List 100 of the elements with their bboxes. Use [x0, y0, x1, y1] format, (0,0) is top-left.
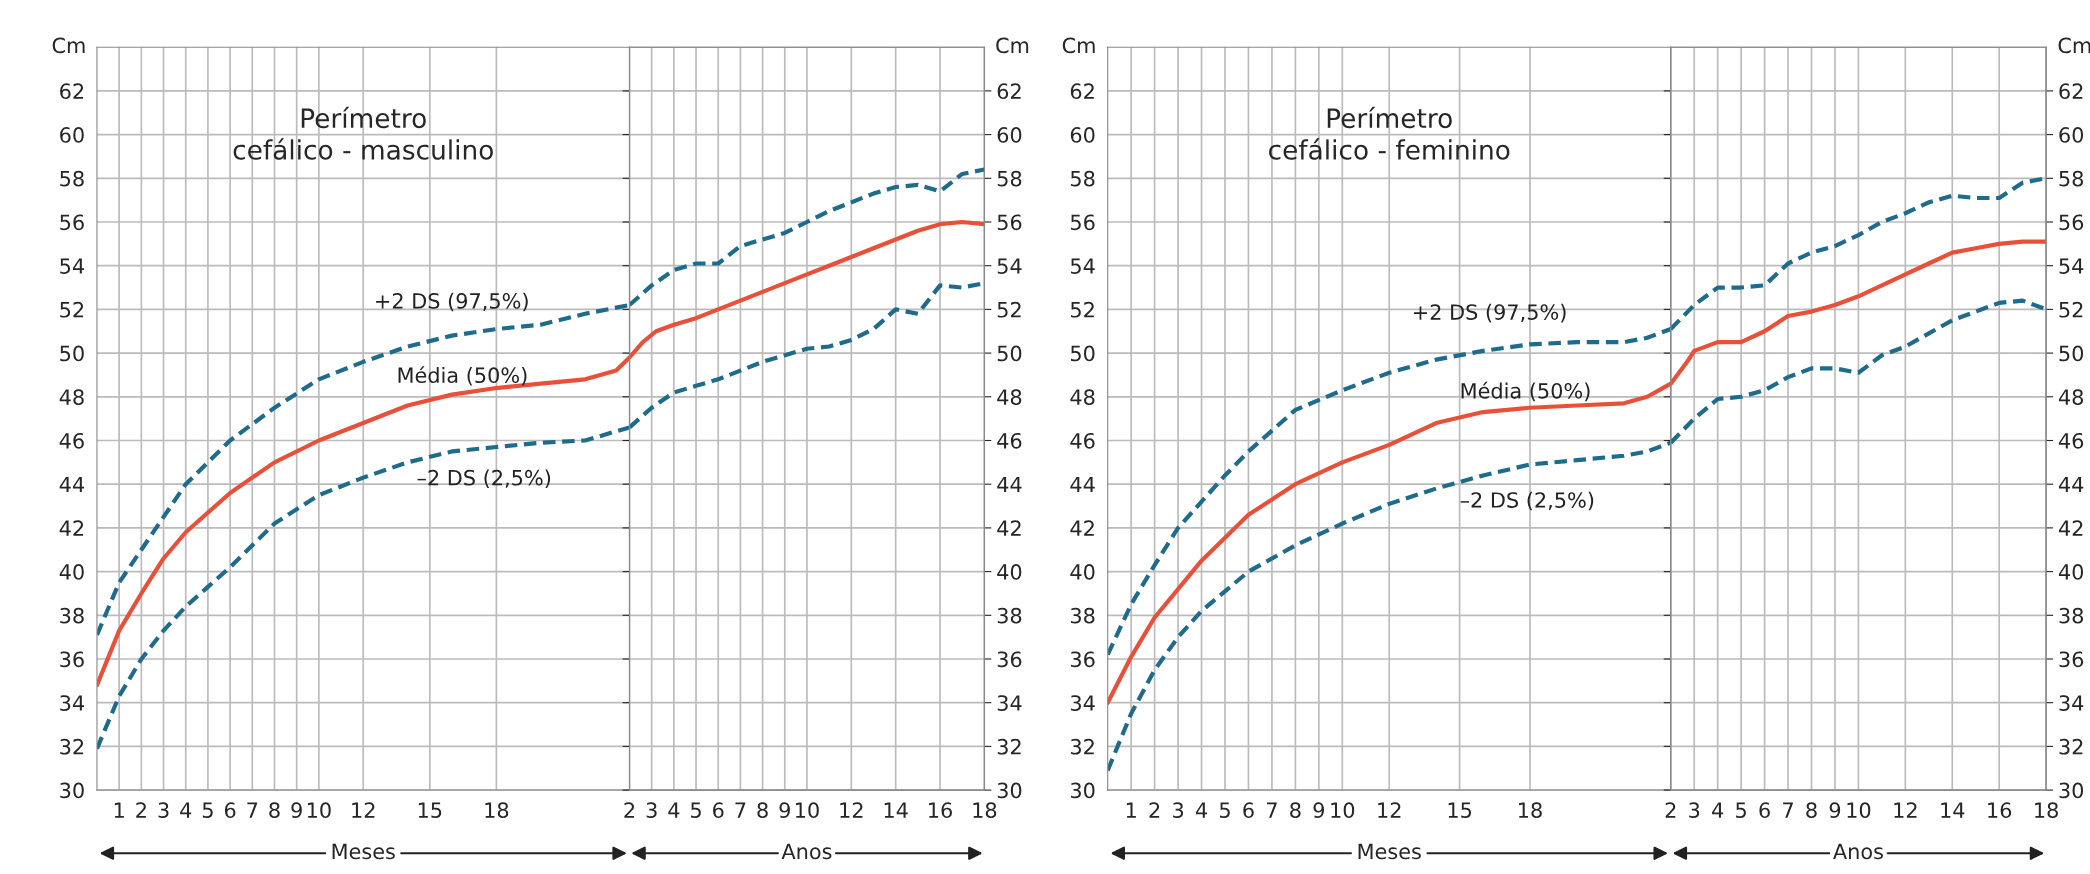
y-tick-label: 60: [1070, 127, 1095, 143]
x-tick-label: 10: [307, 802, 331, 819]
y-tick-label: 60: [60, 127, 84, 143]
y2-axis-title: Cm: [996, 37, 1029, 54]
x-tick-label: 6: [1243, 802, 1254, 819]
y-tick-label: 40: [1070, 564, 1095, 580]
x-tick-label: 12: [840, 802, 863, 818]
x-tick-label: 12: [1378, 802, 1401, 818]
y-axis-title: Cm: [1062, 37, 1095, 54]
y2-tick-label: 30: [997, 782, 1022, 799]
series-label: –2 DS (2,5%): [1460, 491, 1594, 511]
x-tick-label: 10: [1847, 802, 1871, 819]
y-tick-label: 52: [60, 301, 84, 318]
x-tick-label: 5: [202, 802, 213, 819]
y2-tick-label: 32: [2059, 738, 2083, 755]
x-tick-label: 2: [1149, 802, 1160, 818]
x-tick-label: 6: [1759, 802, 1770, 819]
y-tick-label: 50: [60, 345, 84, 362]
x-tick-label: 16: [1988, 802, 2012, 819]
y-tick-label: 62: [60, 83, 84, 100]
y-tick-label: 34: [1070, 695, 1095, 711]
x-tick-label: 5: [1219, 802, 1230, 819]
y2-tick-label: 44: [997, 476, 1022, 493]
y-tick-label: 56: [60, 214, 84, 231]
x-tick-label: 12: [352, 802, 375, 818]
series-label: +2 DS (97,5%): [376, 292, 528, 312]
y2-tick-label: 42: [2058, 520, 2083, 536]
x-tick-label: 16: [929, 802, 952, 819]
x-tick-label: 9: [1313, 802, 1325, 819]
y-tick-label: 48: [1070, 389, 1095, 406]
y2-tick-label: 48: [2058, 389, 2083, 406]
x-tick-label: 4: [668, 802, 680, 818]
y-tick-label: 54: [1070, 258, 1095, 274]
y2-tick-label: 54: [2059, 258, 2084, 274]
y2-tick-label: 50: [997, 345, 1022, 362]
y2-tick-label: 36: [2059, 651, 2084, 668]
x-tick-label: 3: [1689, 802, 1700, 819]
y-tick-label: 40: [59, 564, 84, 580]
x-tick-label: 5: [1736, 802, 1746, 819]
y2-tick-label: 42: [997, 520, 1021, 536]
y-tick-label: 36: [60, 651, 84, 668]
y2-tick-label: 44: [2058, 476, 2084, 493]
x-tick-label: 9: [779, 802, 790, 819]
x-tick-label: 18: [973, 802, 997, 819]
y2-tick-label: 54: [997, 258, 1022, 274]
x-tick-label: 14: [1941, 802, 1965, 818]
y-tick-label: 56: [1070, 214, 1095, 231]
y-tick-label: 52: [1070, 301, 1094, 318]
y2-tick-label: 36: [997, 651, 1022, 668]
y-tick-label: 50: [1070, 345, 1095, 362]
y2-tick-label: 58: [2059, 170, 2083, 187]
y-tick-label: 38: [60, 607, 84, 624]
text: Anos: [1833, 843, 1883, 860]
y2-tick-label: 52: [2059, 301, 2083, 318]
y-tick-label: 30: [1070, 782, 1095, 799]
y2-tick-label: 56: [2059, 214, 2084, 231]
x-tick-label: 2: [624, 802, 635, 818]
y-tick-label: 38: [1070, 607, 1095, 624]
y2-tick-label: 62: [997, 83, 1021, 100]
x-tick-label: 2: [136, 802, 146, 818]
y-tick-label: 32: [1070, 738, 1094, 755]
x-tick-label: 7: [1783, 802, 1793, 818]
x-tick-label: 4: [180, 802, 192, 818]
y2-tick-label: 60: [2059, 127, 2084, 143]
y-tick-label: 34: [60, 695, 84, 711]
x-tick-label: 3: [158, 802, 169, 819]
x-tick-label: 4: [1195, 802, 1207, 818]
text: Meses: [1358, 843, 1421, 860]
y-tick-label: 44: [1070, 476, 1095, 493]
x-tick-label: 15: [1448, 802, 1472, 819]
y2-tick-label: 34: [997, 695, 1022, 711]
y2-tick-label: 58: [997, 170, 1022, 187]
x-tick-label: 18: [2035, 802, 2058, 819]
x-tick-label: 9: [291, 802, 302, 819]
y-tick-label: 58: [60, 170, 84, 187]
y2-axis-title: Cm: [2058, 37, 2090, 54]
series-label: Média (50%): [1461, 381, 1590, 402]
x-tick-label: 6: [713, 802, 724, 819]
y-tick-label: 62: [1070, 83, 1094, 100]
y-tick-label: 54: [60, 258, 84, 274]
y-tick-label: 58: [1070, 170, 1095, 187]
y2-tick-label: 46: [2058, 432, 2084, 449]
x-tick-label: 14: [884, 802, 908, 818]
text: Meses: [332, 843, 395, 860]
series-label: Média (50%): [398, 366, 527, 386]
x-tick-label: 15: [418, 802, 442, 819]
y2-tick-label: 52: [997, 301, 1021, 318]
y2-tick-label: 40: [997, 564, 1022, 580]
x-tick-label: 5: [691, 802, 701, 819]
y2-tick-label: 62: [2059, 83, 2083, 100]
x-tick-label: 6: [224, 802, 236, 819]
y-tick-label: 44: [59, 476, 84, 493]
x-tick-label: 12: [1894, 802, 1917, 818]
x-tick-label: 8: [1806, 802, 1817, 819]
y2-tick-label: 40: [2058, 564, 2084, 580]
y-tick-label: 36: [1070, 651, 1095, 668]
y-tick-label: 46: [1070, 432, 1095, 449]
x-tick-label: 1: [114, 802, 124, 818]
x-tick-label: 10: [1331, 802, 1355, 819]
x-tick-label: 2: [1665, 802, 1676, 818]
